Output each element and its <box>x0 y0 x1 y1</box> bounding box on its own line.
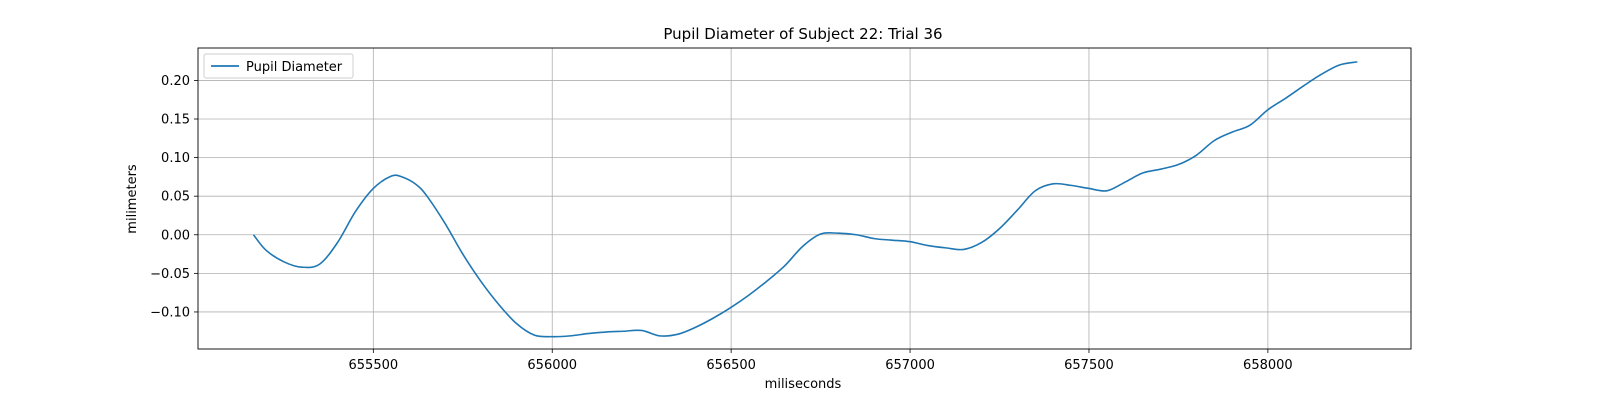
grid <box>198 48 1411 349</box>
y-tick-label: 0.00 <box>161 228 190 243</box>
y-tick-label: −0.10 <box>150 305 190 320</box>
legend-label: Pupil Diameter <box>246 60 343 75</box>
x-tick-label: 656000 <box>527 358 577 373</box>
legend-box <box>203 53 354 79</box>
y-tick-label: 0.20 <box>161 74 190 89</box>
x-tick-label: 658000 <box>1243 358 1293 373</box>
x-tick-label: 655500 <box>349 358 399 373</box>
y-tick-label: 0.05 <box>161 190 190 205</box>
chart-title: Pupil Diameter of Subject 22: Trial 36 <box>663 25 942 43</box>
x-axis-label: miliseconds <box>765 377 842 392</box>
x-tick-label: 657000 <box>885 358 935 373</box>
y-tick-label: −0.05 <box>150 267 190 282</box>
y-tick-label: 0.10 <box>161 151 190 166</box>
x-tick-label: 657500 <box>1064 358 1114 373</box>
y-axis-label: milimeters <box>125 164 140 234</box>
x-tick-label: 656500 <box>706 358 756 373</box>
ticks: 655500 656000 656500 657000 657500 658000 −0.1… <box>150 74 1293 373</box>
legend: Pupil Diameter <box>203 53 354 79</box>
y-tick-label: 0.15 <box>161 113 190 128</box>
plot-frame <box>197 47 1412 350</box>
series-line-pupil-diameter <box>252 61 1358 338</box>
series-layer <box>252 61 1358 338</box>
